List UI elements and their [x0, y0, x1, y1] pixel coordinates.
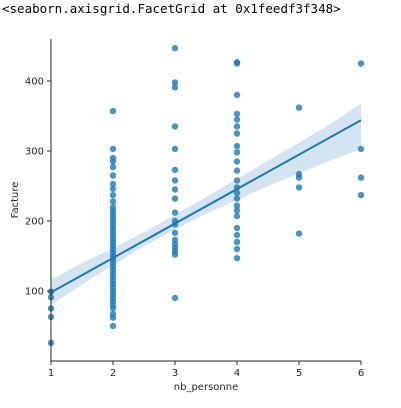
data-point — [109, 203, 117, 211]
x-tick-label: 5 — [296, 368, 302, 379]
data-point — [171, 44, 179, 52]
data-point — [171, 177, 179, 184]
regression-line — [50, 119, 362, 294]
data-point — [357, 191, 365, 199]
data-point — [233, 116, 241, 123]
y-axis-ticks: 100 200 300 400 — [25, 77, 51, 298]
data-point — [233, 177, 241, 184]
data-point — [295, 230, 303, 237]
x-tick-label: 2 — [110, 368, 116, 379]
data-point — [171, 195, 179, 202]
y-tick-label: 300 — [25, 147, 44, 158]
data-point — [109, 180, 117, 188]
data-point — [109, 154, 117, 162]
data-point — [171, 229, 179, 237]
data-point — [233, 158, 241, 165]
data-point — [109, 185, 117, 192]
data-point — [233, 231, 241, 239]
data-point — [109, 191, 117, 199]
data-point — [171, 294, 179, 302]
data-point — [233, 238, 241, 246]
x-tick-label: 6 — [358, 368, 364, 379]
data-point — [171, 166, 179, 174]
data-point — [233, 123, 241, 130]
data-point — [109, 107, 117, 115]
data-point — [171, 186, 179, 193]
data-point — [233, 207, 241, 214]
data-point — [171, 79, 179, 86]
y-axis-label: Facture — [10, 182, 21, 219]
data-point — [109, 145, 117, 153]
x-tick-label: 4 — [234, 368, 240, 379]
data-point — [233, 130, 241, 137]
data-point — [357, 145, 365, 153]
data-point — [109, 172, 117, 179]
data-point — [233, 245, 241, 253]
data-point — [233, 110, 241, 118]
y-tick-label: 200 — [25, 217, 44, 228]
cell-output-repr: <seaborn.axisgrid.FacetGrid at 0x1feedf3… — [2, 1, 341, 16]
y-tick-label: 100 — [25, 287, 44, 298]
x-axis-label: nb_personne — [174, 382, 238, 393]
data-point — [233, 195, 241, 202]
y-tick-label: 400 — [25, 77, 44, 88]
data-point — [171, 84, 179, 91]
plot-area — [47, 44, 365, 346]
data-point — [233, 202, 241, 209]
data-point — [171, 145, 179, 153]
data-point — [233, 58, 241, 66]
data-point — [109, 310, 117, 318]
data-point — [233, 167, 241, 174]
x-tick-label: 1 — [48, 368, 54, 379]
data-point — [357, 174, 365, 181]
confidence-band — [51, 103, 361, 306]
data-point — [295, 104, 303, 111]
data-point — [171, 123, 179, 130]
data-point — [233, 212, 241, 220]
data-point — [233, 91, 241, 99]
data-point — [109, 322, 117, 330]
data-point — [295, 184, 303, 191]
data-point — [171, 209, 179, 216]
x-axis-ticks: 1 2 3 4 5 6 — [48, 361, 364, 379]
data-point — [233, 254, 241, 262]
data-point — [357, 60, 365, 67]
data-point — [171, 236, 179, 244]
data-point — [233, 189, 241, 197]
x-tick-label: 3 — [172, 368, 178, 379]
data-point — [109, 198, 117, 205]
data-point — [233, 149, 241, 156]
data-point — [295, 170, 303, 178]
data-point — [233, 224, 241, 232]
data-point — [233, 142, 241, 150]
data-point — [109, 163, 117, 171]
